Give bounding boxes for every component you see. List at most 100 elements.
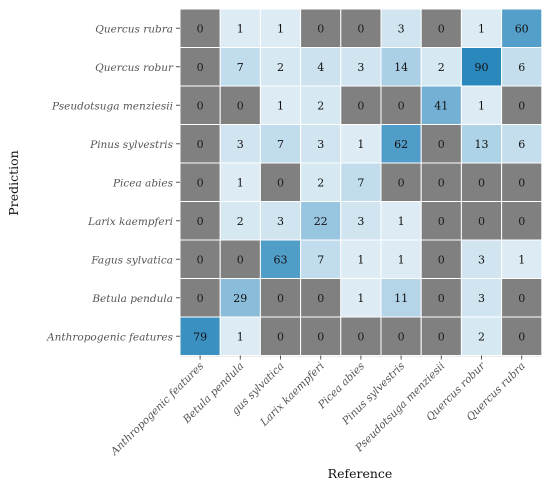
heatmap-cell (501, 162, 543, 202)
heatmap-cell (460, 239, 503, 279)
cell-value-label: 0 (197, 22, 204, 35)
cell-value-label: 3 (237, 138, 244, 151)
heatmap-cell (219, 201, 261, 241)
cell-value-label: 4 (317, 61, 324, 74)
heatmap-cell (340, 162, 382, 202)
cell-value-label: 1 (518, 253, 525, 266)
heatmap-cell (179, 239, 221, 279)
cell-value-label: 0 (197, 215, 204, 228)
cell-value-label: 1 (237, 176, 244, 189)
heatmap-cell (501, 201, 543, 241)
heatmap-cell (300, 316, 342, 356)
cell-value-label: 2 (277, 61, 284, 74)
cell-value-label: 0 (357, 22, 364, 35)
cell-value-label: 2 (237, 215, 244, 228)
heatmap-cell (380, 47, 422, 87)
cell-value-label: 0 (438, 253, 445, 266)
cell-value-label: 13 (475, 138, 489, 151)
cell-value-label: 1 (237, 22, 244, 35)
heatmap-cell (380, 201, 422, 241)
y-tick-label-quercus-rubra: Quercus rubra (95, 23, 173, 35)
cell-value-label: 0 (438, 330, 445, 343)
cell-value-label: 29 (233, 292, 247, 305)
cell-value-label: 1 (277, 99, 284, 112)
y-tick-label-fagus-sylvatica: Fagus sylvatica (90, 254, 173, 266)
cell-value-label: 3 (478, 253, 485, 266)
cell-value-label: 3 (277, 215, 284, 228)
cell-value-label: 0 (438, 215, 445, 228)
cell-value-label: 90 (475, 61, 489, 74)
heatmap-cell (340, 85, 382, 125)
cell-value-label: 0 (518, 215, 525, 228)
heatmap-cell (420, 85, 462, 125)
cell-value-label: 0 (357, 99, 364, 112)
heatmap-cell (300, 85, 342, 125)
cell-value-label: 0 (317, 292, 324, 305)
cell-value-label: 0 (438, 138, 445, 151)
heatmap-cell (259, 8, 302, 48)
heatmap-cell (300, 124, 342, 164)
cell-value-label: 1 (357, 253, 364, 266)
cell-value-label: 3 (478, 292, 485, 305)
heatmap-cell (340, 201, 382, 241)
cell-value-label: 0 (317, 22, 324, 35)
heatmap-cell (179, 8, 221, 48)
heatmap-cell (420, 201, 462, 241)
cell-value-label: 1 (478, 22, 485, 35)
cell-value-label: 0 (478, 176, 485, 189)
heatmap-cell (300, 47, 342, 87)
cell-value-label: 79 (193, 330, 207, 343)
cell-value-label: 60 (515, 22, 529, 35)
heatmap-cell (340, 278, 382, 318)
cell-value-label: 2 (317, 99, 324, 112)
cell-value-label: 7 (237, 61, 244, 74)
y-tick-label-anthropogenic-features: Anthropogenic features (46, 331, 174, 343)
cell-value-label: 0 (518, 99, 525, 112)
heatmap-cell (501, 124, 543, 164)
heatmap-cell (259, 162, 302, 202)
heatmap-cell (501, 239, 543, 279)
cell-value-label: 0 (197, 99, 204, 112)
cell-value-label: 0 (398, 99, 405, 112)
y-tick-labels: Quercus rubra Quercus robur Pseudotsuga me… (46, 23, 180, 343)
cell-value-label: 3 (398, 22, 405, 35)
cell-value-label: 1 (478, 99, 485, 112)
heatmap-cell (501, 8, 543, 48)
heatmap-cells: 0 1 1 0 0 3 0 1 600 7 2 4 3 14 2 90 60 0 1 2 0 0 41 1 00 3 7 3 1 62 0 1… (179, 8, 543, 356)
cell-value-label: 0 (277, 176, 284, 189)
cell-value-label: 41 (434, 99, 448, 112)
cell-value-label: 0 (237, 99, 244, 112)
cell-value-label: 7 (357, 176, 364, 189)
heatmap-cell (259, 85, 302, 125)
cell-value-label: 0 (317, 330, 324, 343)
cell-value-label: 1 (237, 330, 244, 343)
heatmap-cell (420, 162, 462, 202)
heatmap-cell (460, 85, 503, 125)
heatmap-cell (501, 47, 543, 87)
cell-value-label: 1 (398, 215, 405, 228)
heatmap-cell (300, 201, 342, 241)
heatmap-cell (340, 47, 382, 87)
cell-value-label: 2 (317, 176, 324, 189)
cell-value-label: 0 (357, 330, 364, 343)
cell-value-label: 62 (394, 138, 408, 151)
cell-value-label: 0 (197, 176, 204, 189)
y-tick-label-pseudotsuga-menziesii: Pseudotsuga menziesii (51, 100, 173, 112)
heatmap-cell (420, 316, 462, 356)
cell-value-label: 1 (277, 22, 284, 35)
cell-value-label: 0 (197, 138, 204, 151)
heatmap-cell (219, 278, 261, 318)
heatmap-cell (460, 47, 503, 87)
cell-value-label: 14 (394, 61, 408, 74)
heatmap-cell (259, 124, 302, 164)
heatmap-cell (460, 8, 503, 48)
cell-value-label: 0 (438, 22, 445, 35)
cell-value-label: 1 (398, 253, 405, 266)
cell-value-label: 6 (518, 138, 525, 151)
heatmap-cell (219, 162, 261, 202)
heatmap-cell (460, 316, 503, 356)
cell-value-label: 2 (478, 330, 485, 343)
cell-value-label: 7 (317, 253, 324, 266)
cell-value-label: 11 (394, 292, 408, 305)
